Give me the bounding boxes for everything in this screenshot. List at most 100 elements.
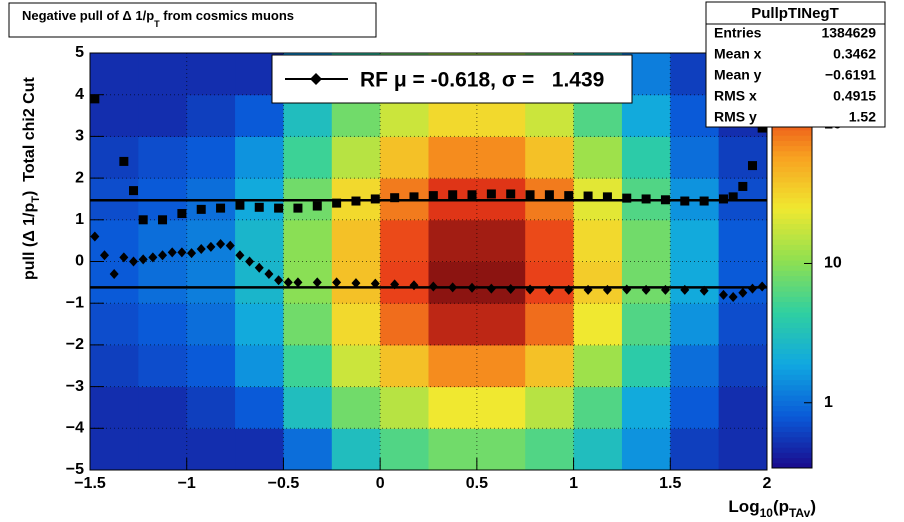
diamond-marker	[332, 277, 342, 288]
heat-cell	[380, 136, 429, 179]
legend-marker	[310, 73, 322, 85]
xlabel-sub: TAv	[789, 506, 811, 520]
y-tick-label: 5	[75, 44, 84, 61]
xlabel-part: )	[810, 497, 816, 516]
diamond-marker	[747, 283, 757, 294]
diamond-marker	[119, 252, 129, 263]
colorbar-step	[772, 140, 812, 147]
heat-cell	[428, 386, 478, 429]
diamond-marker	[641, 284, 651, 295]
square-marker	[119, 156, 129, 166]
diamond-marker	[254, 262, 264, 273]
heat-cell	[235, 136, 284, 179]
diamond-marker	[312, 277, 322, 288]
heat-cell	[90, 344, 139, 388]
heat-cell	[138, 261, 188, 304]
colorbar-step	[772, 213, 812, 219]
heat-cell	[186, 303, 236, 346]
colorbar-step	[772, 202, 812, 209]
xlabel-part: Log	[728, 497, 759, 516]
diamond-marker	[409, 280, 419, 291]
heat-cell	[186, 53, 236, 96]
heat-cell	[235, 386, 284, 429]
heat-cell	[428, 344, 478, 388]
diamond-marker	[177, 247, 187, 258]
colorbar-step	[772, 327, 812, 334]
square-marker	[680, 196, 690, 206]
heat-cell	[573, 219, 623, 262]
xlabel-part: (p	[773, 497, 789, 516]
square-marker	[738, 181, 748, 191]
colorbar-step	[772, 416, 812, 422]
heat-cell	[476, 386, 526, 429]
heat-cell	[476, 219, 526, 262]
xlabel-sub: 10	[760, 506, 774, 520]
title-box	[8, 2, 377, 38]
heat-cell	[718, 386, 768, 429]
square-marker	[177, 209, 187, 219]
heat-cell	[138, 136, 188, 179]
colorbar-step	[772, 436, 812, 443]
heat-cell	[718, 219, 768, 262]
heat-cell	[670, 303, 720, 346]
colorbar-step	[772, 192, 812, 199]
colorbar-step	[772, 135, 812, 141]
x-tick-label: −1	[178, 475, 196, 492]
heat-cell	[670, 386, 720, 429]
heat-cell	[331, 219, 381, 262]
heat-cell	[186, 94, 236, 137]
heat-cell	[138, 53, 188, 96]
colorbar-step	[772, 400, 812, 407]
square-marker	[486, 189, 496, 199]
title-text: Negative pull of Δ 1/p	[22, 8, 154, 23]
diamond-marker	[167, 247, 177, 258]
square-marker	[564, 191, 574, 201]
stats-key: Entries	[714, 25, 762, 41]
stats-value: 0.3462	[833, 46, 876, 62]
heat-cell	[283, 303, 333, 346]
x-tick-label: 1.5	[659, 475, 681, 492]
heat-cell	[428, 428, 478, 471]
colorbar-step	[772, 130, 812, 136]
diamond-marker	[245, 256, 255, 267]
colorbar-step	[772, 296, 812, 303]
heat-cell	[621, 136, 671, 179]
heat-cell	[670, 428, 720, 471]
heat-cell	[718, 136, 768, 179]
heat-cell	[573, 344, 623, 388]
heat-cell	[138, 386, 188, 429]
square-marker	[138, 215, 148, 225]
stats-value: 1.52	[849, 109, 876, 125]
x-tick-label: 0.5	[466, 475, 488, 492]
colorbar-step	[772, 187, 812, 193]
colorbar-step	[772, 379, 812, 386]
diamond-marker	[583, 284, 593, 295]
heat-cell	[525, 428, 575, 471]
x-tick-label: 0	[376, 475, 385, 492]
heat-cell	[138, 94, 188, 137]
square-marker	[525, 190, 535, 200]
diamond-marker	[390, 279, 400, 290]
stats-box: PullpTINegT Entries 1384629 Mean x 0.3462 Me…	[705, 1, 886, 128]
heat-cell	[573, 428, 623, 471]
diamond-marker	[757, 281, 767, 292]
heat-cell	[235, 344, 284, 388]
heat-cell	[90, 303, 139, 346]
heat-cell	[718, 428, 768, 471]
colorbar-step	[772, 208, 812, 214]
x-tick-label: 1	[569, 475, 578, 492]
colorbar-step	[772, 317, 812, 323]
diamond-marker	[206, 241, 216, 252]
ylabel-part: pull (Δ 1/p	[21, 203, 38, 281]
colorbar-step	[772, 338, 812, 344]
diamond-marker	[293, 277, 303, 288]
square-marker	[544, 190, 554, 200]
colorbar-step	[772, 442, 812, 448]
heat-cell	[428, 219, 478, 262]
heat-cell	[235, 428, 284, 471]
heat-cell	[718, 344, 768, 388]
colorbar-step	[772, 275, 812, 282]
stats-value: −0.6191	[825, 67, 876, 83]
square-marker	[235, 200, 245, 210]
y-tick-label: 3	[75, 128, 84, 145]
